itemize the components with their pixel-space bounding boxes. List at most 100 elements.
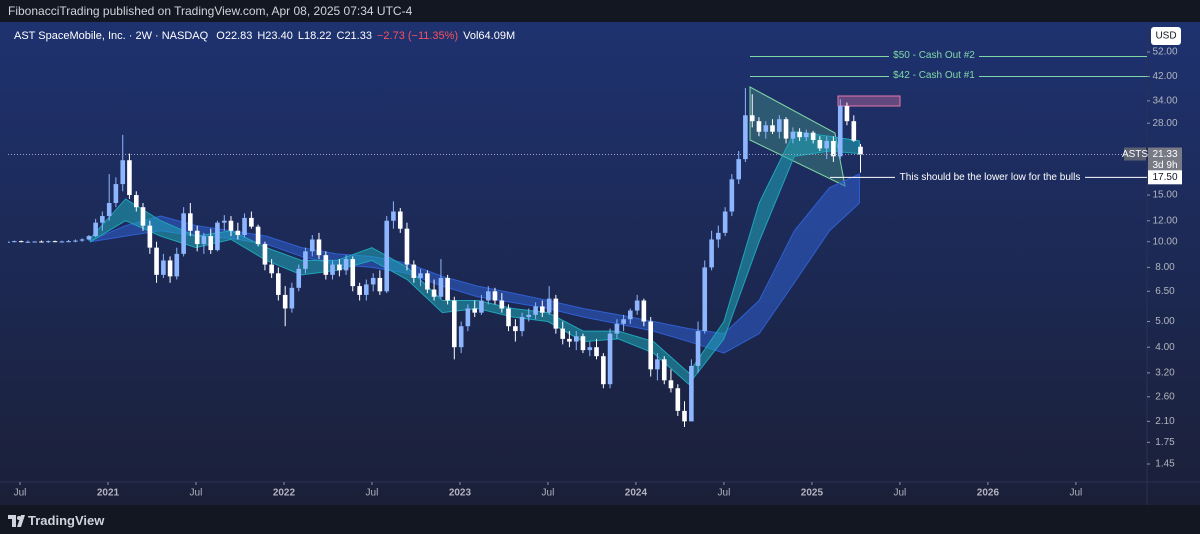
candle-body — [506, 308, 511, 327]
x-tick-label: 2026 — [977, 488, 1000, 499]
symbol-label: ASTS — [1122, 149, 1148, 160]
y-tick-label: 1.45 — [1155, 459, 1175, 470]
candle-body — [601, 356, 606, 385]
brand-logo — [8, 515, 25, 527]
candle-body — [194, 230, 200, 245]
candle-body — [458, 326, 464, 348]
candle-body — [702, 267, 708, 332]
y-tick-label: 15.00 — [1152, 190, 1177, 201]
candle-body — [661, 359, 667, 381]
candle-body — [113, 184, 119, 203]
candle-body — [790, 131, 796, 139]
candle-body — [513, 326, 518, 332]
candle-body — [851, 121, 857, 141]
candle-body — [627, 310, 633, 320]
candle-body — [655, 359, 660, 370]
currency-label: USD — [1155, 31, 1176, 42]
legend-value: Vol64.09M — [463, 30, 516, 42]
legend-value: L18.22 — [297, 30, 332, 42]
candle-body — [709, 239, 714, 268]
candle-body — [567, 338, 572, 342]
candle-body — [161, 260, 166, 275]
candle-body — [641, 300, 647, 322]
candle-body — [337, 264, 342, 271]
candle-body — [377, 277, 383, 292]
candle-body — [249, 217, 254, 227]
candle-body — [262, 244, 268, 265]
y-tick-label: 4.00 — [1155, 342, 1175, 353]
candle-body — [797, 131, 802, 138]
candle-body — [93, 222, 98, 237]
candle-body — [296, 268, 302, 288]
last-price-label: 21.33 — [1152, 149, 1177, 160]
candle-body — [12, 241, 17, 243]
target-zone — [837, 95, 901, 107]
y-tick-label: 28.00 — [1152, 118, 1177, 129]
candle-body — [438, 277, 444, 297]
candle-body — [844, 106, 850, 122]
y-tick-label: 42.00 — [1152, 71, 1177, 82]
candle-body — [783, 119, 789, 139]
x-tick-label: 2021 — [97, 488, 120, 499]
candle-body — [201, 236, 207, 245]
candle-body — [100, 216, 105, 223]
y-tick-label: 2.10 — [1155, 416, 1175, 427]
candle-body — [397, 211, 403, 229]
candle-body — [208, 236, 214, 251]
legend-value: −2.73 (−11.35%) — [376, 30, 459, 42]
candle-body — [607, 333, 613, 385]
symbol-title: AST SpaceMobile, Inc. · 2W · NASDAQ — [14, 30, 209, 42]
candle-body — [695, 331, 701, 366]
candle-body — [269, 264, 274, 274]
candle-body — [370, 277, 376, 285]
legend-value: O22.83 — [216, 30, 253, 42]
brand-name: TradingView — [28, 513, 105, 528]
candle-body — [18, 241, 24, 243]
candle-body — [357, 286, 362, 295]
candle-body — [682, 410, 687, 422]
candle-body — [188, 213, 193, 231]
currency-button[interactable] — [1151, 27, 1181, 45]
x-tick-label: Jul — [718, 488, 731, 499]
y-tick-label: 8.00 — [1155, 262, 1175, 273]
candle-body — [743, 115, 748, 160]
candle-body — [526, 314, 532, 317]
candle-body — [648, 321, 654, 370]
candle-body — [343, 259, 349, 271]
x-tick-label: 2023 — [449, 488, 472, 499]
x-tick-label: Jul — [190, 488, 203, 499]
candle-body — [621, 319, 626, 324]
y-tick-label: 10.00 — [1152, 236, 1177, 247]
candle-body — [485, 291, 491, 301]
x-tick-label: 2024 — [625, 488, 648, 499]
candle-body — [580, 336, 586, 351]
candle-body — [411, 264, 417, 278]
candle-body — [228, 220, 234, 231]
y-tick-label: 6.50 — [1155, 286, 1175, 297]
x-tick-label: Jul — [14, 488, 27, 499]
annotation-badge-label: 17.50 — [1152, 172, 1177, 183]
candle-body — [39, 241, 44, 243]
candle-body — [154, 247, 159, 275]
chart-background — [0, 22, 1200, 505]
candle-body — [858, 146, 863, 155]
candle-body — [181, 213, 186, 254]
plot-area — [8, 86, 901, 427]
y-tick-label: 34.00 — [1152, 96, 1177, 107]
candle-body — [492, 291, 498, 301]
candle-body — [445, 277, 450, 301]
y-tick-label: 2.60 — [1155, 391, 1175, 402]
candle-body — [831, 140, 836, 157]
candle-body — [431, 289, 437, 297]
candle-body — [418, 273, 423, 278]
x-tick-label: Jul — [1070, 488, 1083, 499]
candle-body — [309, 239, 315, 252]
candle-body — [817, 140, 823, 149]
candle-body — [465, 308, 471, 327]
candle-body — [25, 241, 31, 243]
candle-body — [330, 264, 335, 275]
candle-body — [282, 294, 288, 309]
candle-body — [174, 253, 180, 277]
candle-body — [350, 259, 356, 287]
y-tick-label: 1.75 — [1155, 437, 1175, 448]
